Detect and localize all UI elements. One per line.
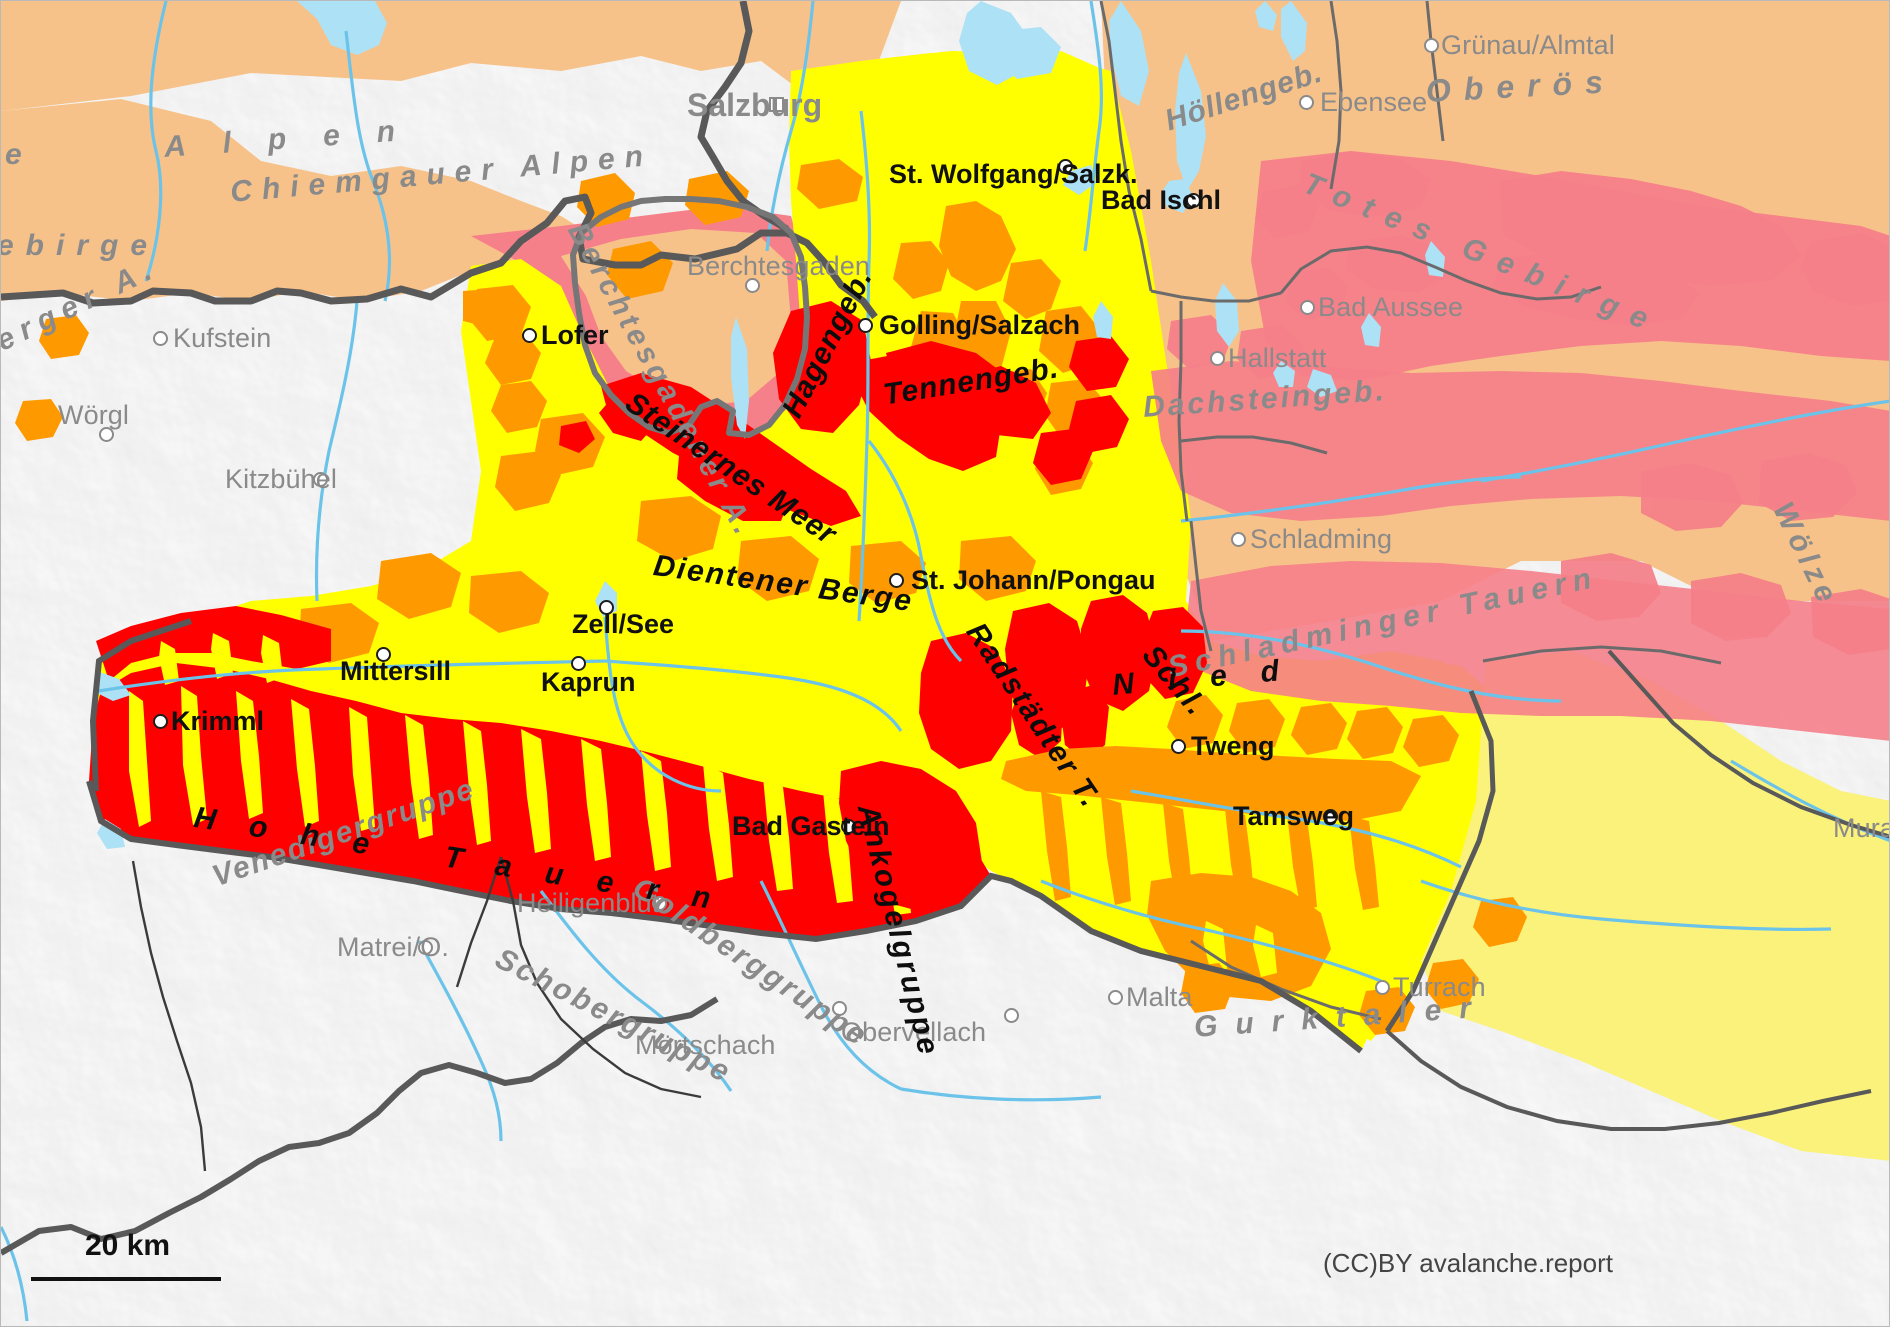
city-marker-dot <box>1210 351 1225 366</box>
city-marker-dot <box>745 278 760 293</box>
city-marker-dot <box>652 896 667 911</box>
city-marker-dot <box>153 331 168 346</box>
red-zones-radstaedter <box>1011 679 1109 761</box>
city-marker-dot <box>571 656 586 671</box>
city-marker-dot <box>1058 159 1073 174</box>
region-salzburg-north-yellow <box>796 51 1121 191</box>
orange-fingers-dientener <box>299 413 1036 663</box>
city-marker-dot <box>313 472 328 487</box>
city-marker-dot <box>1108 990 1123 1005</box>
city-marker-dot <box>1375 980 1390 995</box>
city-marker-dot <box>1004 1008 1019 1023</box>
border-at-de <box>1 193 878 320</box>
orange-tongue-salzburg <box>797 159 863 209</box>
border-pale-east <box>1607 649 1889 839</box>
city-marker-dot <box>1299 95 1314 110</box>
city-marker-dot <box>599 600 614 615</box>
city-marker-dot <box>1171 739 1186 754</box>
border-thin-inner3 <box>455 856 503 988</box>
region-chiemgauer-orange-2 <box>1 99 601 301</box>
orange-patches-lungau <box>1167 695 1527 1035</box>
salmon-patches-woelzer <box>1561 453 1889 655</box>
border-berchtesgaden <box>570 196 810 438</box>
city-marker-dot <box>1186 193 1201 208</box>
border-carinthia <box>89 618 192 792</box>
city-marker-dot <box>889 573 904 588</box>
city-marker-dot <box>153 714 168 729</box>
yellow-fingers-tauern <box>129 633 911 915</box>
city-marker-dot <box>841 819 856 834</box>
region-chiemgauer-orange <box>1 1 901 116</box>
admin-borders <box>1 1 1889 1256</box>
city-marker-dot <box>1231 532 1246 547</box>
city-marker-dot <box>376 647 391 662</box>
city-marker-dot <box>832 1001 847 1016</box>
red-zones-ankogel <box>839 595 1207 913</box>
border-carinthia-south <box>86 780 1363 1054</box>
city-marker-dot <box>418 940 433 955</box>
border-paleyellow-south <box>1385 1029 1872 1131</box>
border-south <box>1 996 719 1256</box>
border-lungau-east <box>1384 690 1496 1033</box>
region-murau-paleyellow <box>1421 651 1889 1161</box>
city-marker-dot <box>1323 809 1338 824</box>
city-marker-dot <box>1300 300 1315 315</box>
city-marker-dot <box>99 427 114 442</box>
city-marker-dot <box>858 318 873 333</box>
scale-bar-line <box>31 1277 221 1281</box>
city-marker-square <box>769 97 784 112</box>
border-thin-inner <box>499 856 702 1099</box>
city-marker-dot <box>522 328 537 343</box>
city-marker-dot <box>1424 38 1439 53</box>
border-thin-inner2 <box>131 860 207 1172</box>
red-zones-north <box>559 301 1129 526</box>
